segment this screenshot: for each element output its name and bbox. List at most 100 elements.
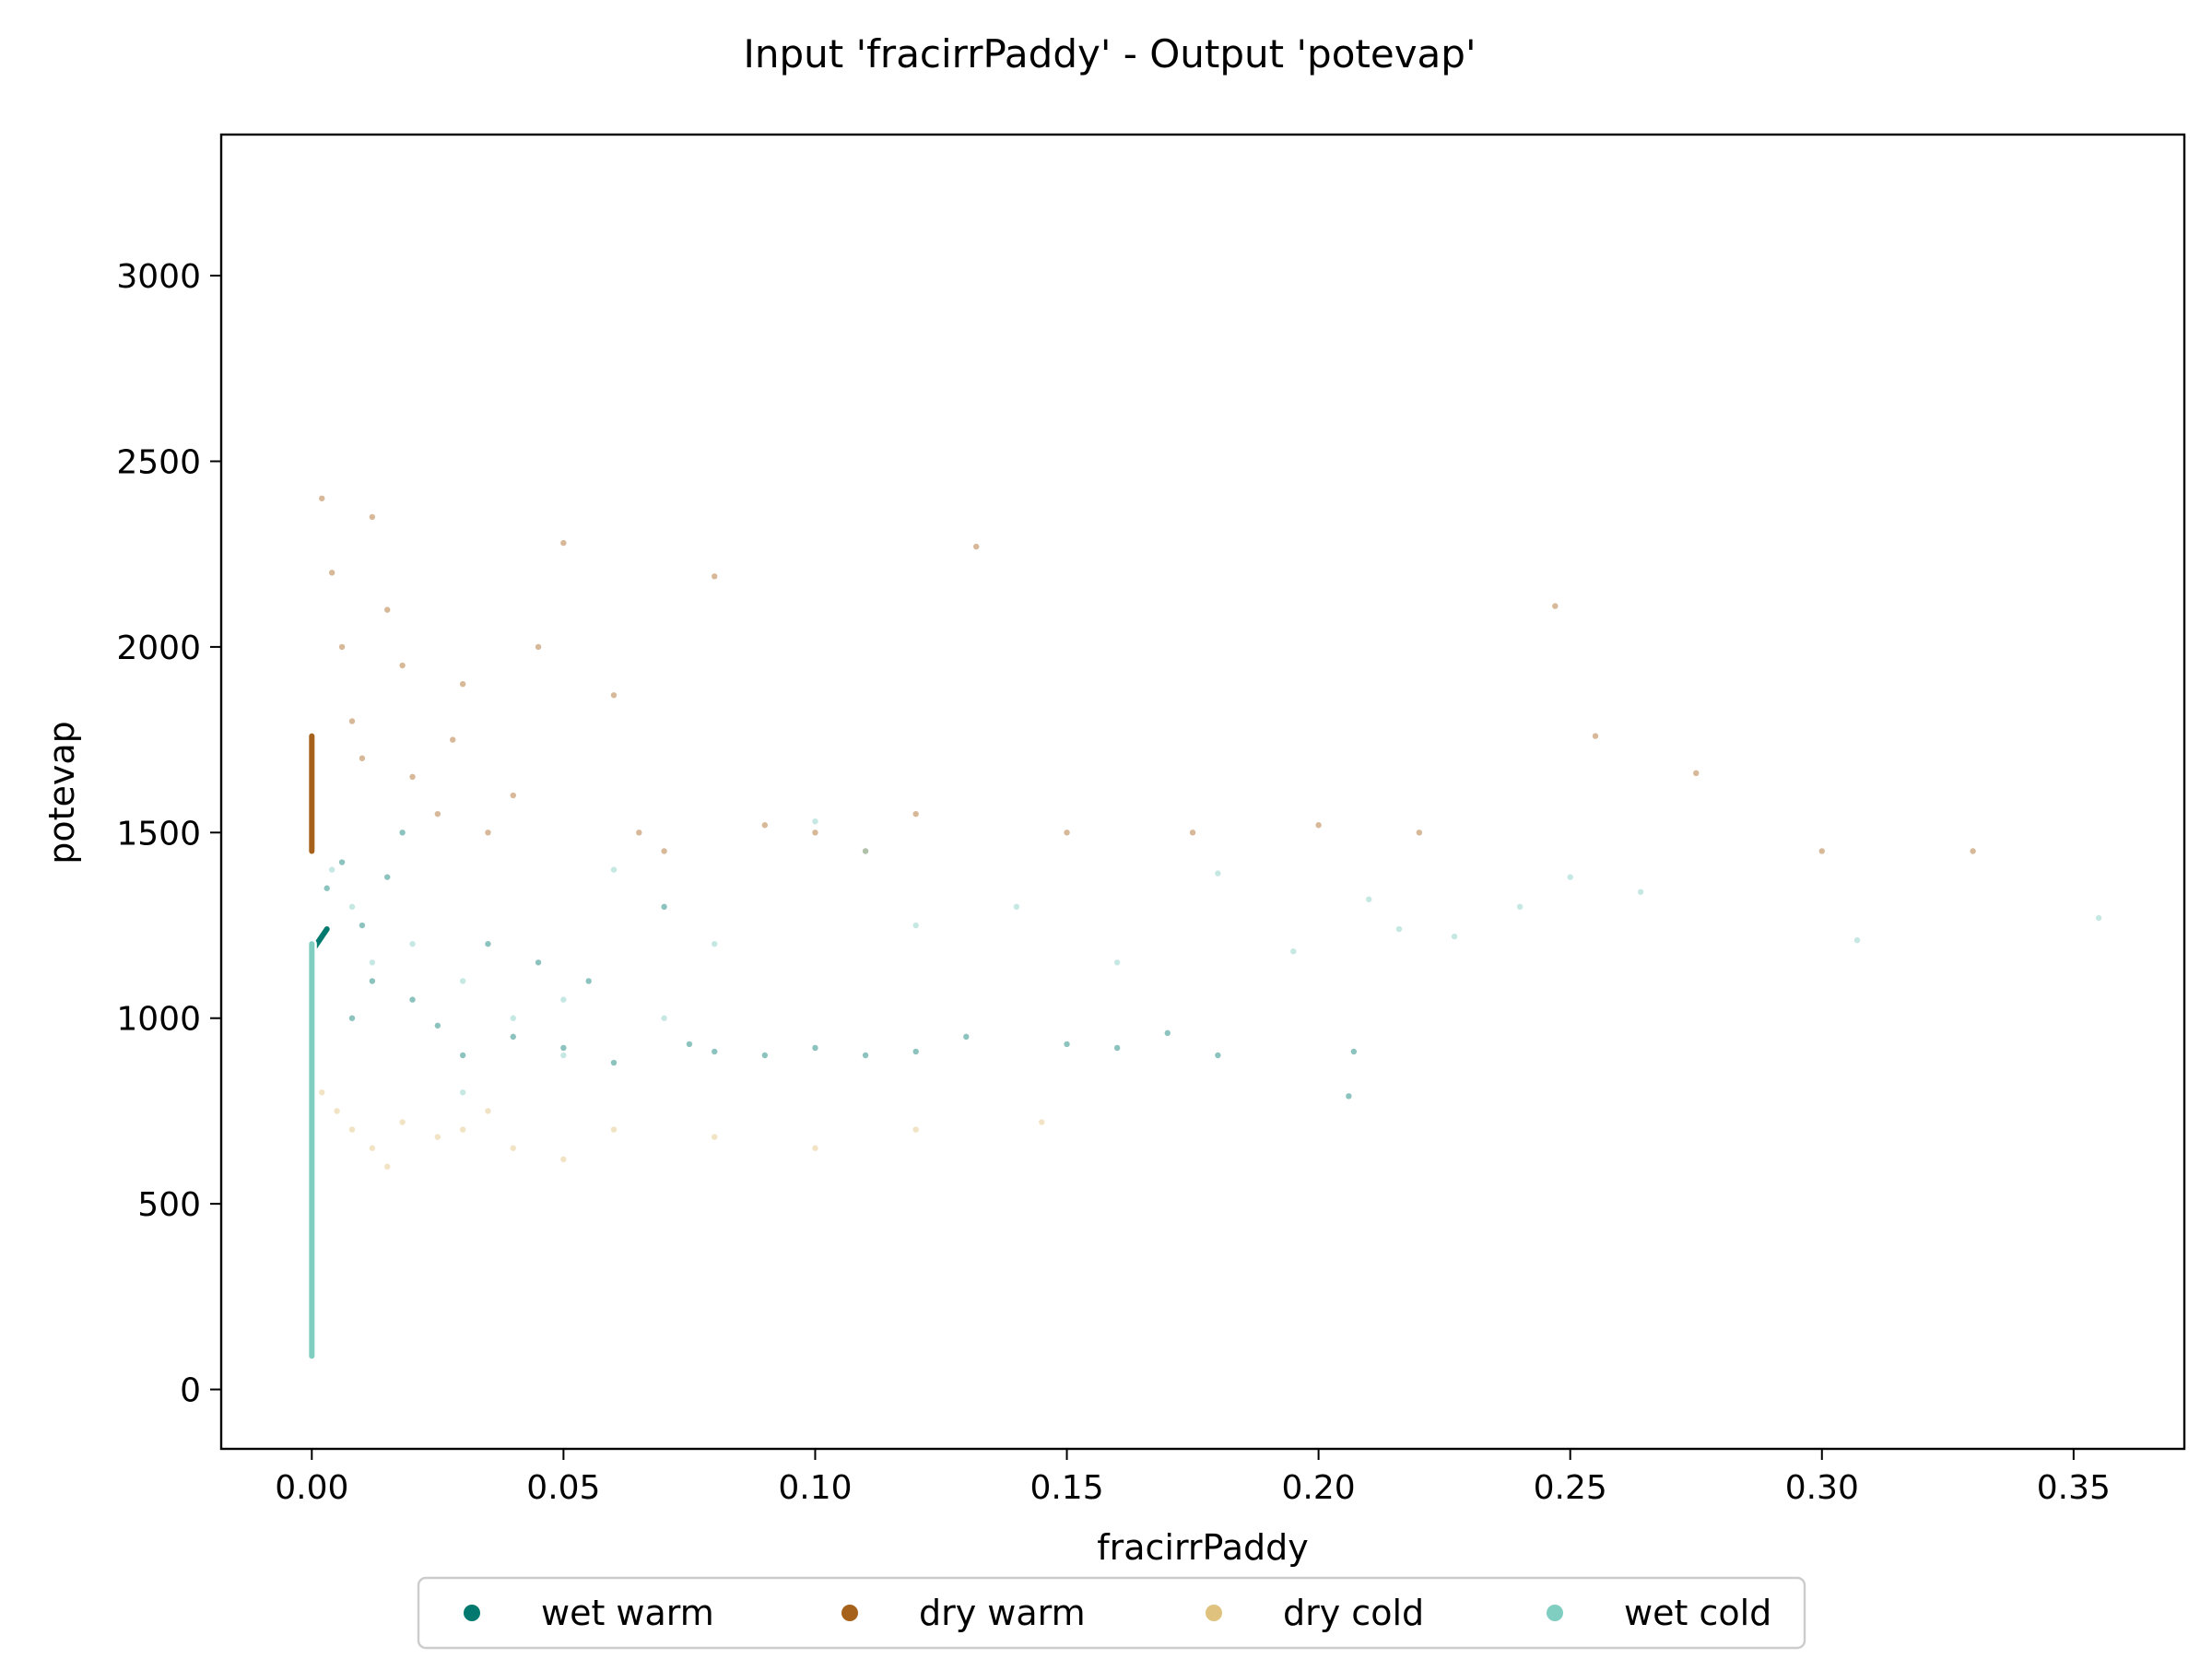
series-wet-warm <box>324 830 1358 1100</box>
x-tick-label: 0.05 <box>526 1469 600 1507</box>
data-point <box>1693 770 1700 777</box>
data-point <box>369 959 376 966</box>
median-lines <box>306 731 333 1361</box>
y-tick-label: 2500 <box>116 443 201 481</box>
data-point <box>1113 1044 1121 1052</box>
data-point <box>359 755 366 761</box>
y-tick-label: 500 <box>137 1186 201 1224</box>
y-tick-label: 2000 <box>116 629 201 667</box>
data-point <box>348 718 356 724</box>
legend-marker <box>464 1605 480 1621</box>
data-point <box>1215 870 1221 877</box>
data-point <box>1346 1093 1352 1100</box>
y-axis: 0 500 1000 1500 2000 2500 3000 <box>116 258 221 1410</box>
data-point <box>560 539 567 547</box>
points-layer <box>319 495 2102 1171</box>
data-point <box>610 692 618 699</box>
x-tick-label: 0.35 <box>2037 1469 2111 1507</box>
legend-item: wet warm <box>464 1593 714 1633</box>
data-point <box>1970 848 1976 854</box>
data-point <box>328 570 335 576</box>
x-tick-label: 0.30 <box>1785 1469 1859 1507</box>
y-tick-label: 0 <box>180 1372 201 1410</box>
y-tick-label: 1000 <box>116 1001 201 1039</box>
legend-marker <box>1206 1605 1222 1621</box>
x-axis-label: fracirrPaddy <box>1097 1527 1309 1568</box>
data-point <box>1164 1030 1171 1037</box>
series-dry-warm <box>319 495 1976 854</box>
data-point <box>973 543 980 550</box>
legend-item: dry cold <box>1206 1593 1424 1633</box>
data-point <box>348 903 356 911</box>
data-point <box>1567 874 1573 880</box>
legend-items: wet warm dry warm dry cold wet cold <box>464 1593 1771 1633</box>
data-point <box>912 1048 919 1055</box>
data-point <box>1215 1052 1221 1059</box>
plot-area-frame <box>219 133 2186 1451</box>
legend-frame <box>417 1576 1806 1650</box>
x-tick-label: 0.25 <box>1534 1469 1607 1507</box>
data-point <box>1064 1041 1070 1048</box>
data-point <box>661 1015 667 1021</box>
data-point <box>348 1126 356 1133</box>
data-point <box>409 940 416 947</box>
legend-label: wet warm <box>541 1593 714 1633</box>
data-point <box>812 830 818 836</box>
data-point <box>1853 936 1861 944</box>
data-point <box>535 959 542 966</box>
data-point <box>1516 903 1524 911</box>
y-tick-label: 3000 <box>116 258 201 296</box>
data-point <box>459 1126 466 1133</box>
data-point <box>912 1126 919 1133</box>
x-tick-label: 0.20 <box>1282 1469 1356 1507</box>
data-point <box>434 1134 441 1140</box>
data-point <box>510 1145 516 1151</box>
data-point <box>399 830 406 836</box>
data-point <box>1064 830 1070 836</box>
data-point <box>459 1052 466 1059</box>
data-point <box>338 643 346 651</box>
data-point <box>2095 914 2102 922</box>
data-point <box>485 1108 491 1114</box>
data-point <box>384 1163 391 1171</box>
legend-marker <box>841 1605 858 1621</box>
data-point <box>1416 830 1423 836</box>
data-point <box>434 1022 441 1029</box>
legend-marker <box>1547 1605 1563 1621</box>
data-point <box>1013 903 1020 911</box>
data-point <box>409 996 416 1003</box>
data-point <box>862 848 869 854</box>
data-point <box>1350 1048 1358 1055</box>
data-point <box>912 810 919 818</box>
data-point <box>485 830 491 836</box>
legend: wet warm dry warm dry cold wet cold <box>417 1576 1806 1650</box>
data-point <box>610 1059 618 1066</box>
data-point <box>328 866 335 873</box>
data-point <box>409 773 416 781</box>
data-point <box>334 1108 340 1114</box>
data-point <box>510 792 516 799</box>
data-point <box>761 822 769 829</box>
data-point <box>610 1126 618 1133</box>
series-wet-cold <box>328 818 2102 1096</box>
data-point <box>560 1156 567 1162</box>
data-point <box>1818 848 1825 854</box>
legend-item: dry warm <box>841 1593 1086 1633</box>
data-point <box>384 606 391 613</box>
data-point <box>399 662 406 669</box>
data-point <box>812 1044 818 1052</box>
data-point <box>812 818 818 825</box>
data-point <box>862 1052 869 1059</box>
x-tick-label: 0.00 <box>275 1469 348 1507</box>
data-point <box>1366 896 1372 903</box>
data-point <box>636 830 642 836</box>
data-point <box>712 940 718 947</box>
data-point <box>348 1015 356 1021</box>
data-point <box>1315 822 1322 829</box>
data-point <box>510 1015 516 1021</box>
data-point <box>399 1119 406 1125</box>
data-point <box>1637 888 1644 895</box>
x-tick-label: 0.10 <box>778 1469 852 1507</box>
data-point <box>712 1134 718 1140</box>
